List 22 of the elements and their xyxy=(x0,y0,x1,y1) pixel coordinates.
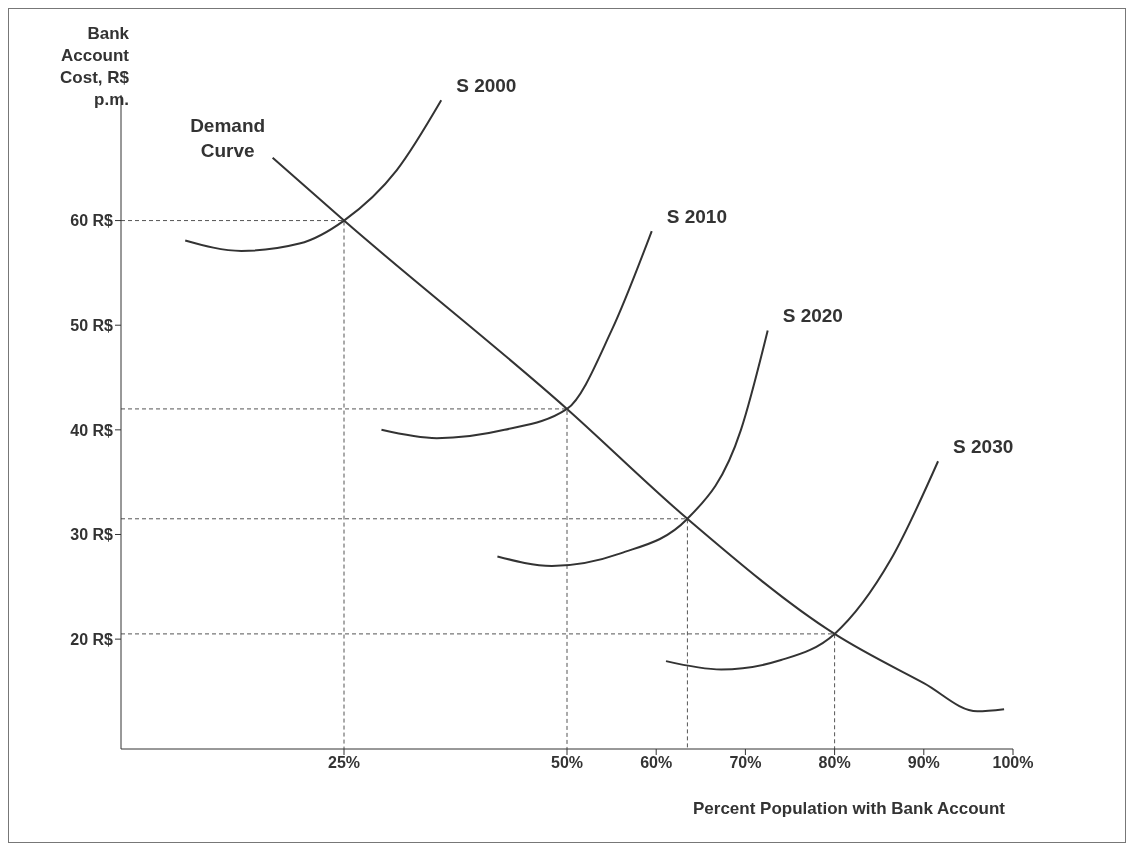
x-tick-label: 50% xyxy=(550,754,584,772)
series-label: S 2010 xyxy=(666,206,727,228)
y-tick-label: 20 R$ xyxy=(70,630,114,648)
y-axis-title: Bank Account Cost, R$ p.m. xyxy=(59,23,129,111)
y-tick-label: 60 R$ xyxy=(70,212,114,230)
x-tick-label: 70% xyxy=(729,754,762,772)
y-tick-label: 30 R$ xyxy=(70,526,114,544)
x-tick-label: 100% xyxy=(992,754,1034,772)
line-series xyxy=(380,230,653,440)
series-label: S 2000 xyxy=(456,75,517,97)
series-label: S 2030 xyxy=(953,436,1014,458)
x-tick-label: 90% xyxy=(907,754,940,772)
series-label: S 2020 xyxy=(782,305,843,327)
line-series xyxy=(665,460,940,671)
line-series xyxy=(496,329,769,567)
y-tick-label: 40 R$ xyxy=(70,421,114,439)
x-tick-label: 80% xyxy=(818,754,851,772)
series-label: Demand Curve xyxy=(190,114,266,161)
y-tick-label: 50 R$ xyxy=(70,316,114,334)
x-tick-label: 60% xyxy=(640,754,673,772)
x-tick-label: 25% xyxy=(327,754,361,772)
x-axis-title: Percent Population with Bank Account xyxy=(692,799,1006,818)
